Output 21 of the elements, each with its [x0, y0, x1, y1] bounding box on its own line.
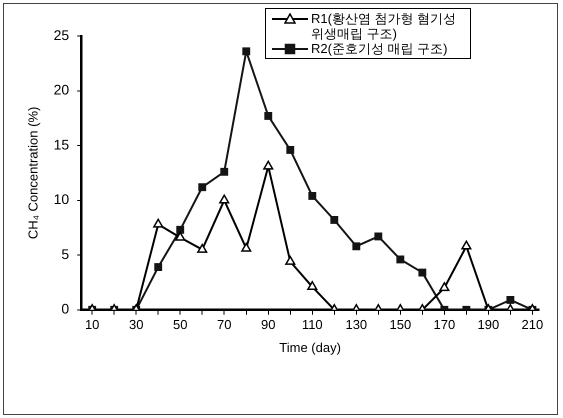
- y-axis-title: CH₄ Concentration (%): [25, 106, 40, 240]
- x-tick-label: 110: [302, 317, 323, 332]
- y-tick-label: 20: [54, 82, 70, 98]
- x-tick-label: 130: [345, 317, 368, 332]
- y-tick-label: 5: [61, 246, 70, 262]
- legend-label: R2(준호기성 매립 구조): [311, 41, 448, 56]
- x-tick-label: 150: [389, 317, 412, 332]
- x-tick-label: 70: [217, 317, 232, 332]
- x-axis-title: Time (day): [279, 340, 341, 355]
- x-tick-label: 10: [84, 317, 100, 332]
- y-tick-label: 10: [54, 191, 70, 208]
- x-tick-label: 190: [478, 317, 500, 332]
- y-tick-label: 25: [54, 26, 70, 43]
- x-tick-label: 90: [261, 317, 276, 332]
- y-tick-label: 15: [54, 136, 70, 152]
- x-tick-label: 50: [172, 317, 188, 332]
- x-tick-label: 170: [434, 317, 456, 332]
- x-tick-label: 210: [522, 317, 544, 332]
- x-tick-label: 30: [128, 317, 144, 332]
- legend-label: R1(황산염 첨가형 혐기성 위생매립 구조): [311, 11, 458, 41]
- y-tick-label: 0: [61, 300, 70, 317]
